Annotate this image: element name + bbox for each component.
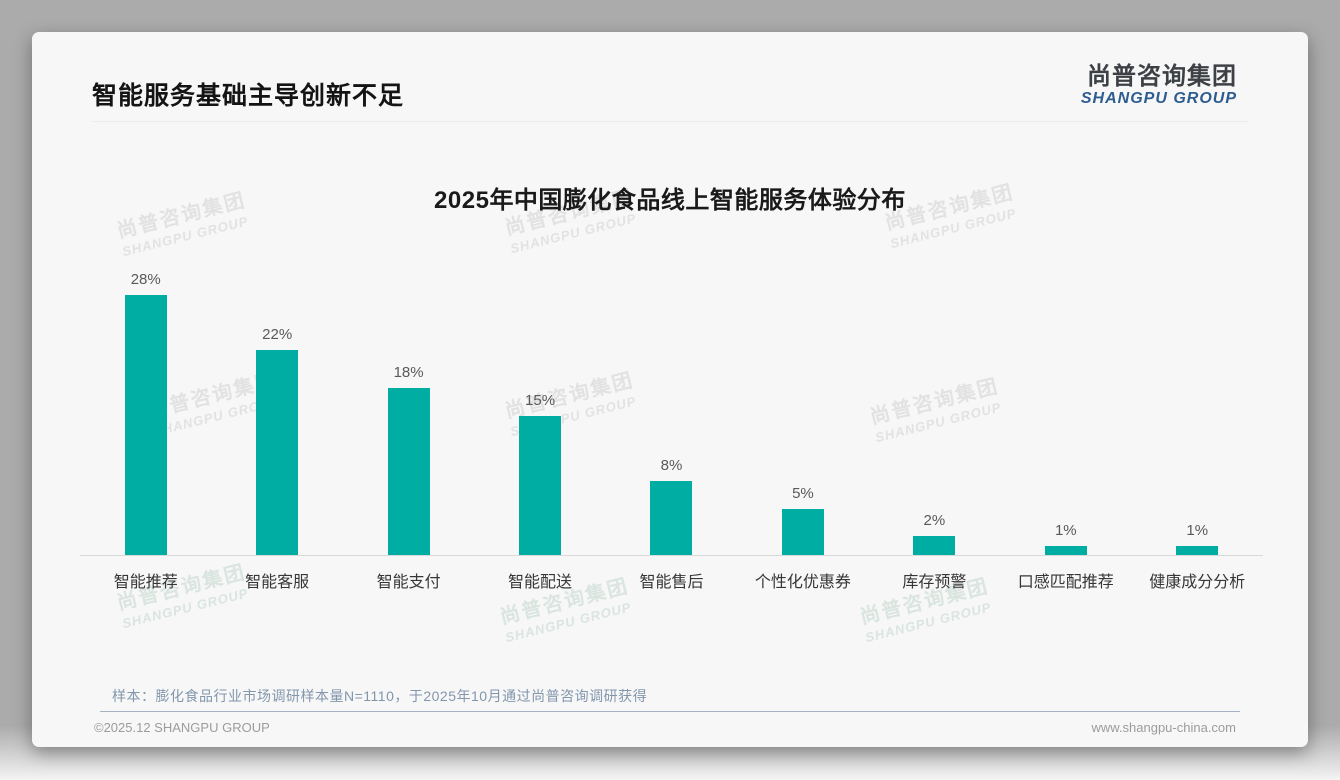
source-note: 样本：膨化食品行业市场调研样本量N=1110，于2025年10月通过尚普咨询调研… [112,688,648,704]
bar-value-label: 28% [130,270,161,288]
category-label: 智能推荐 [113,574,178,591]
bar-value-label: 1% [1054,521,1077,539]
slide-card: 智能服务基础主导创新不足 尚普咨询集团 SHANGPU GROUP 尚普咨询集团… [32,32,1308,747]
category-label: 智能配送 [508,574,573,591]
brand-logo-en: SHANGPU GROUP [1080,90,1237,108]
bar-value-label: 22% [262,326,293,344]
bar-value-label: 1% [1186,521,1209,539]
bar-group: 1% [1132,522,1263,555]
chart-title: 2025年中国膨化食品线上智能服务体验分布 [434,187,906,214]
category-label: 智能售后 [639,574,704,591]
category-label: 口感匹配推荐 [1017,574,1114,591]
header-divider [92,121,1248,122]
bar-group: 8% [606,457,737,555]
category-label: 健康成分分析 [1149,574,1246,591]
watermark-text-en: SHANGPU GROUP [503,599,633,646]
bar-group: 1% [1000,522,1131,555]
bar-group: 15% [474,391,605,555]
bar [650,480,693,555]
bar-group: 28% [80,271,211,555]
category-axis: 智能推荐 智能客服 智能支付 智能配送 智能售后 个性化优惠券 库存预警 口感匹配推荐 健康成分… [80,568,1263,592]
bar [256,350,299,555]
category-label: 个性化优惠券 [754,574,851,591]
bar-value-label: 8% [660,456,683,474]
bar [124,294,167,555]
plot-area: 28% 22% 18% 15% 8% 5% 2% 1% 1% [80,262,1263,556]
bar-value-label: 18% [393,363,424,381]
footer-website: www.shangpu-china.com [1091,720,1236,735]
bar [519,415,562,555]
bar-group: 2% [869,512,1000,555]
category-label: 智能支付 [376,574,441,591]
bar [781,508,824,555]
category-label: 智能客服 [245,574,310,591]
footer-divider [100,711,1240,712]
bar-group: 18% [343,364,474,555]
bar [1176,545,1219,555]
bar [913,536,956,555]
bar-value-label: 2% [923,512,946,530]
bar-value-label: 5% [792,484,814,502]
bar [387,387,430,555]
page-title: 智能服务基础主导创新不足 [92,82,405,110]
brand-logo-cn: 尚普咨询集团 [1087,63,1237,90]
brand-logo: 尚普咨询集团 SHANGPU GROUP [1080,63,1237,108]
bar-group: 22% [211,326,342,555]
category-label: 库存预警 [902,574,967,591]
watermark-text-en: SHANGPU GROUP [863,599,993,646]
bar-value-label: 15% [525,391,556,409]
bar-group: 5% [737,484,868,555]
footer-copyright: ©2025.12 SHANGPU GROUP [94,720,270,735]
bar [1044,545,1087,555]
